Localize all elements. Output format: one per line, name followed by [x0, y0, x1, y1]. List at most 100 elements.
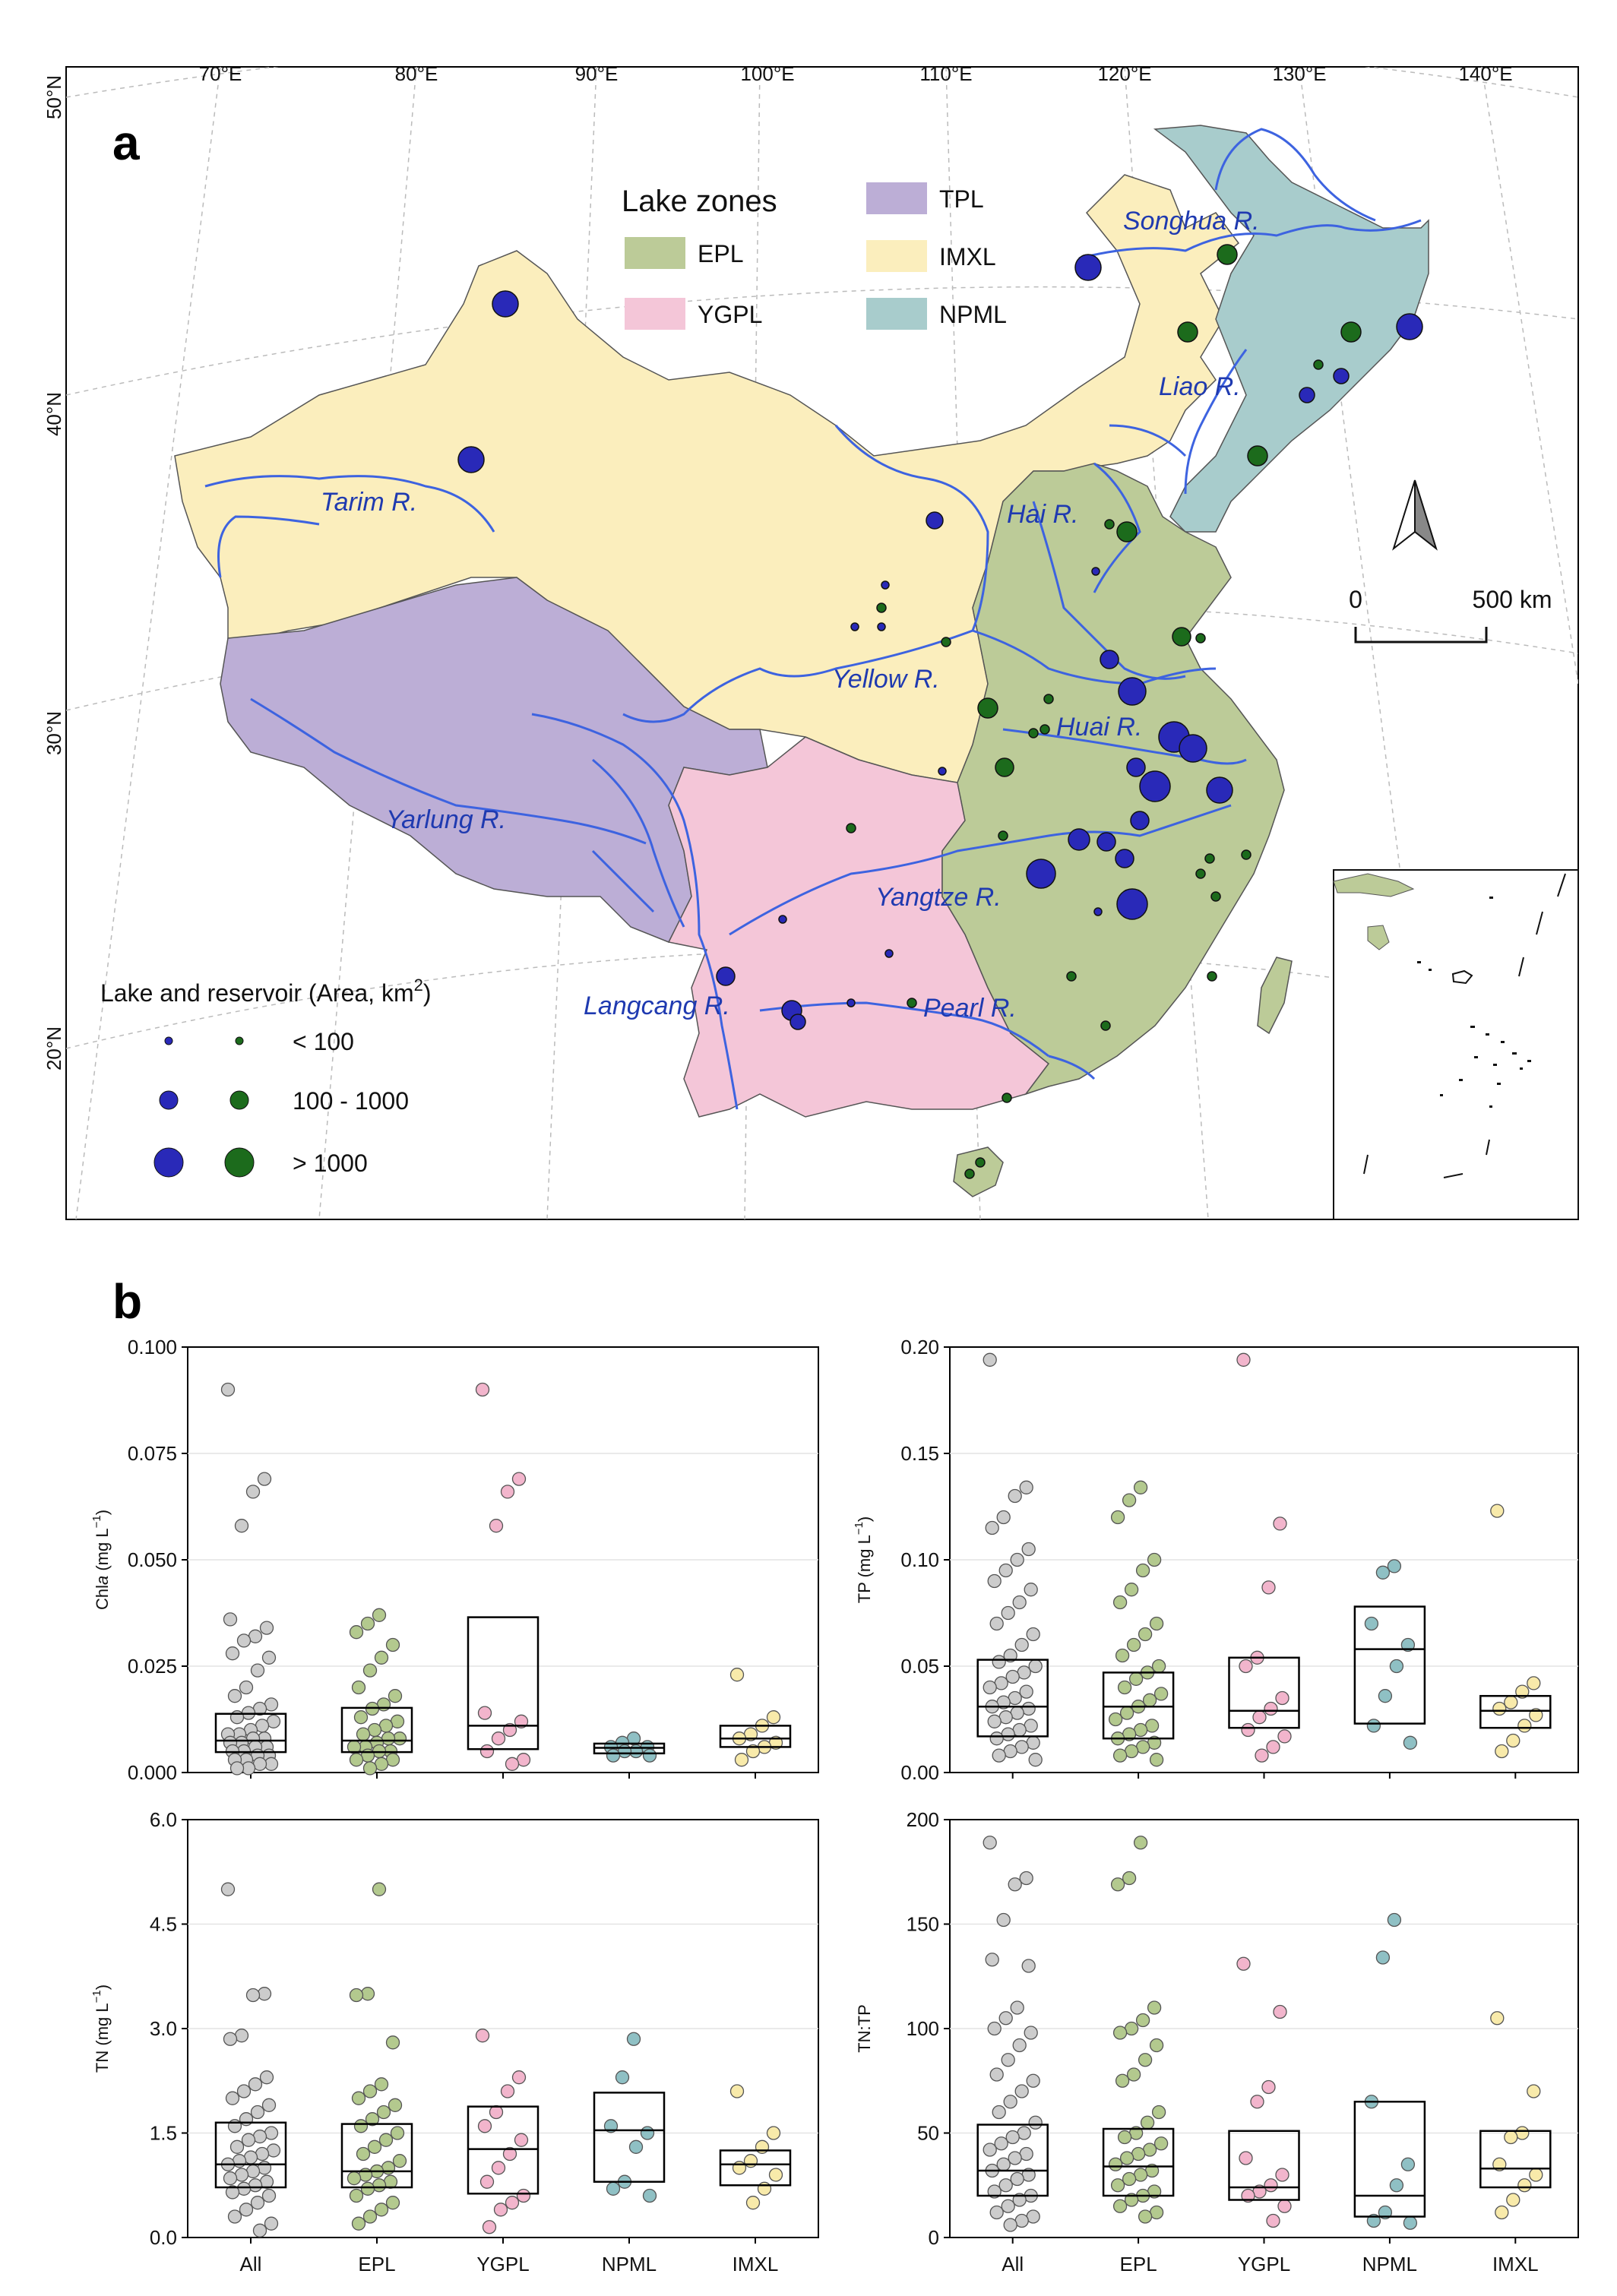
- data-point: [1133, 1836, 1148, 1850]
- data-point: [500, 2084, 515, 2098]
- data-point: [1012, 2038, 1027, 2053]
- data-point: [989, 1731, 1004, 1746]
- latitude-labels: 50°N 40°N 30°N 20°N: [43, 75, 65, 1071]
- data-point: [374, 2203, 389, 2217]
- data-point: [491, 1731, 506, 1746]
- data-point: [1008, 1488, 1022, 1504]
- y-axis-label: Chla (mg L−1): [90, 1510, 112, 1610]
- legend-blue-small: [164, 1036, 173, 1045]
- data-point: [1028, 1753, 1043, 1767]
- lon-label: 90°E: [575, 62, 619, 85]
- category-label: NPML: [1362, 2253, 1417, 2275]
- legend-green-large: [224, 1147, 255, 1178]
- data-point: [362, 1663, 378, 1678]
- data-point: [1366, 1719, 1381, 1733]
- scale-start-label: 0: [1349, 586, 1362, 613]
- data-point: [349, 1625, 364, 1640]
- y-tick-label: 0.050: [128, 1548, 177, 1571]
- data-point: [729, 1668, 745, 1682]
- data-point: [1261, 2079, 1276, 2095]
- data-point: [388, 1689, 403, 1703]
- data-point: [606, 2181, 621, 2196]
- data-point: [1126, 1637, 1141, 1652]
- data-point: [392, 2154, 407, 2168]
- data-point: [1119, 1706, 1134, 1720]
- data-point: [1010, 2000, 1024, 2015]
- box: [976, 1659, 1049, 1738]
- north-arrow-icon: [1392, 479, 1438, 551]
- data-point: [1403, 1735, 1418, 1750]
- river-label: Yarlung R.: [386, 805, 506, 834]
- y-tick-label: 0: [929, 2226, 939, 2249]
- river-label: Liao R.: [1159, 372, 1241, 401]
- data-point: [1490, 1504, 1505, 1518]
- data-point: [766, 1710, 781, 1725]
- data-point: [1112, 2026, 1128, 2040]
- data-point: [245, 1485, 261, 1499]
- data-point: [755, 2139, 770, 2154]
- scale-end-label: 500 km: [1473, 586, 1552, 613]
- data-point: [983, 1680, 997, 1695]
- data-point: [1005, 1669, 1020, 1684]
- data-point: [1128, 1671, 1144, 1686]
- river-label: Yellow R.: [832, 665, 940, 694]
- data-point: [241, 2133, 256, 2147]
- data-point: [1529, 2168, 1543, 2182]
- data-point: [1273, 1516, 1287, 1531]
- y-tick-label: 0.0: [150, 2226, 177, 2249]
- data-point: [1239, 1659, 1253, 1674]
- data-point: [1021, 1959, 1036, 1973]
- legend-label-epl: EPL: [698, 240, 743, 267]
- legend-green-medium: [229, 1090, 249, 1110]
- data-point: [1277, 1729, 1292, 1744]
- data-point: [239, 2112, 254, 2127]
- panel-a-letter: a: [112, 115, 140, 170]
- y-tick-label: 3.0: [150, 2017, 177, 2040]
- data-point: [493, 2203, 508, 2217]
- data-point: [1019, 1871, 1033, 1886]
- box: [719, 1725, 792, 1748]
- data-point: [983, 1352, 997, 1367]
- data-point: [1403, 2215, 1418, 2230]
- data-point: [362, 1761, 378, 1776]
- category-label: EPL: [1120, 2253, 1157, 2275]
- data-point: [745, 1744, 761, 1759]
- data-point: [243, 2150, 258, 2165]
- data-point: [1003, 2218, 1017, 2232]
- box: [214, 1713, 287, 1754]
- data-point: [220, 1382, 236, 1397]
- data-point: [1021, 1542, 1036, 1557]
- y-axis-label: TN (mg L−1): [90, 1984, 112, 2073]
- data-point: [365, 2112, 380, 2127]
- data-point: [1517, 2178, 1532, 2193]
- legend-label-npml: NPML: [939, 301, 1007, 328]
- data-point: [505, 1757, 520, 1771]
- data-point: [1115, 1648, 1130, 1663]
- legend-swatch-ygpl: [625, 298, 685, 330]
- data-point: [479, 1744, 495, 1759]
- data-point: [229, 1761, 245, 1776]
- data-point: [261, 2188, 277, 2203]
- data-point: [1147, 1552, 1162, 1567]
- data-point: [489, 1519, 504, 1533]
- data-point: [264, 2126, 279, 2140]
- data-point: [374, 2077, 389, 2092]
- data-point: [475, 2029, 490, 2043]
- data-point: [1517, 1719, 1532, 1733]
- category-label: EPL: [358, 2253, 395, 2275]
- data-point: [1239, 2151, 1253, 2165]
- data-point: [479, 2174, 495, 2189]
- data-point: [1112, 1748, 1128, 1763]
- data-point: [225, 2185, 240, 2200]
- data-point: [477, 2119, 492, 2133]
- data-point: [987, 1573, 1002, 1589]
- data-point: [259, 1621, 274, 1635]
- box: [467, 1616, 540, 1750]
- data-point: [1142, 1693, 1157, 1707]
- size-class-label: > 1000: [293, 1150, 368, 1177]
- lon-label: 110°E: [919, 62, 972, 85]
- data-point: [358, 2168, 373, 2182]
- data-point: [1003, 1648, 1017, 1663]
- data-point: [1261, 1580, 1276, 1595]
- data-point: [615, 2070, 630, 2085]
